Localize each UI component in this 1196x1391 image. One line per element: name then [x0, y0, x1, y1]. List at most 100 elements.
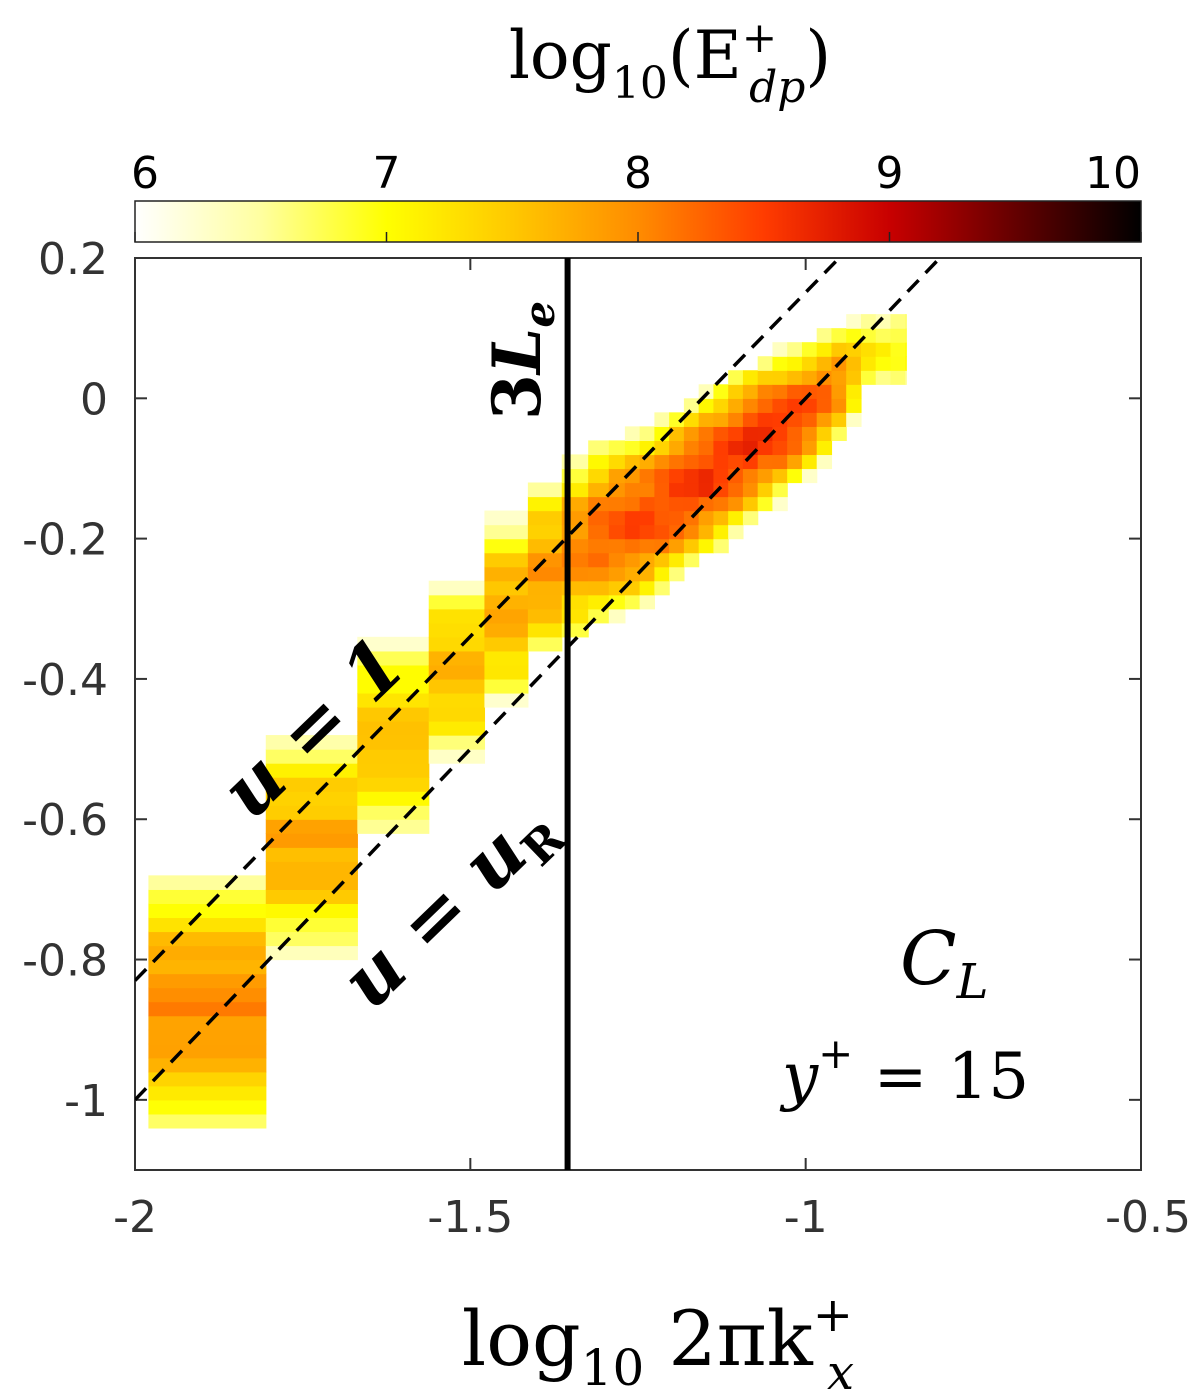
heatmap-cell	[654, 538, 670, 554]
heatmap-cell	[639, 580, 655, 596]
heatmap-cell	[654, 440, 670, 456]
heatmap-cell	[484, 510, 529, 526]
heatmap-cell	[728, 384, 744, 399]
heatmap-cell	[757, 468, 774, 484]
heatmap-cell	[890, 328, 906, 343]
heatmap-cell	[742, 482, 759, 498]
heatmap-cell	[757, 440, 774, 456]
heatmap-cell	[698, 384, 715, 399]
heatmap-cell	[639, 594, 655, 610]
heatmap-cell	[357, 749, 430, 764]
heatmap-cell	[428, 678, 486, 694]
heatmap-cell	[772, 468, 788, 484]
heatmap-cell	[654, 496, 670, 512]
y-tick-label: -0.2	[22, 515, 108, 566]
heatmap-cell	[357, 735, 430, 750]
heatmap-cell	[527, 524, 563, 540]
heatmap-cell	[588, 566, 610, 582]
heatmap-cell	[787, 384, 803, 399]
heatmap-cell	[148, 1099, 267, 1115]
heatmap-cell	[148, 1043, 267, 1059]
heatmap-cell	[624, 482, 641, 498]
overlay-lines	[135, 258, 942, 1170]
heatmap-cell	[801, 426, 818, 441]
dashed-line-1	[135, 258, 942, 1102]
heatmap-cell	[484, 524, 529, 540]
heatmap-cell	[905, 356, 907, 371]
heatmap-cell	[757, 482, 774, 498]
heatmap-cell	[742, 468, 759, 484]
heatmap-cell	[624, 454, 641, 470]
heatmap-cell	[801, 468, 818, 484]
heatmap-cell	[608, 566, 626, 582]
heatmap-cell	[484, 538, 529, 554]
heatmap-cell	[787, 370, 803, 385]
heatmap-cell	[608, 524, 626, 540]
heatmap-cell	[698, 454, 715, 470]
heatmap-cell	[742, 384, 759, 399]
heatmap-cell	[742, 510, 759, 526]
heatmap-cell	[608, 468, 626, 484]
heatmap-cell	[588, 524, 610, 540]
heatmap-cell	[265, 875, 358, 890]
heatmap-cell	[527, 566, 563, 582]
heatmap-cell	[265, 735, 358, 750]
heatmap-cell	[772, 482, 788, 498]
heatmap-cell	[683, 426, 700, 441]
heatmap-cell	[527, 636, 563, 652]
heatmap-cell	[428, 735, 486, 750]
heatmap-cell	[484, 692, 529, 708]
heatmap-cell	[787, 468, 803, 484]
heatmap-cell	[757, 356, 774, 371]
heatmap-cell	[846, 370, 862, 385]
heatmap-cell	[148, 987, 267, 1003]
heatmap-cell	[801, 398, 818, 413]
heatmap-cell	[846, 356, 862, 371]
heatmap-cell	[846, 412, 862, 427]
heatmap-cell	[860, 356, 877, 371]
heatmap-cell	[608, 510, 626, 526]
heatmap-cell	[816, 454, 833, 470]
heatmap-cell	[428, 594, 486, 610]
heatmap-cell	[816, 398, 833, 413]
heatmap-cell	[608, 538, 626, 554]
heatmap-cell	[713, 524, 729, 540]
heatmap-cell	[846, 314, 862, 329]
heatmap-cell	[757, 398, 774, 413]
heatmap-cell	[588, 468, 610, 484]
heatmap-cell	[683, 440, 700, 456]
heatmap-cell	[588, 552, 610, 568]
heatmap-cell	[757, 384, 774, 399]
heatmap-cell	[831, 384, 847, 399]
heatmap-cell	[624, 552, 641, 568]
y-tick-label: -0.8	[22, 936, 108, 987]
heatmap-cell	[772, 426, 788, 441]
heatmap-cell	[148, 1071, 267, 1087]
heatmap-cell	[713, 426, 729, 441]
case-label: CL	[900, 916, 989, 1010]
heatmap-cell	[654, 552, 670, 568]
heatmap-cell	[757, 454, 774, 470]
heatmap-cell	[654, 468, 670, 484]
y-tick-label: -1	[64, 1076, 108, 1127]
heatmap-cell	[148, 1029, 267, 1045]
heatmap-cell	[484, 594, 529, 610]
heatmap-cell	[265, 931, 358, 947]
heatmap-cell	[527, 496, 563, 512]
heatmap-cell	[772, 496, 788, 512]
heatmap-cell	[588, 594, 610, 610]
heatmap-cell	[713, 496, 729, 512]
heatmap-cell	[669, 454, 685, 470]
heatmap-cell	[875, 370, 892, 385]
heatmap-cell	[357, 763, 430, 778]
heatmap-cell	[683, 496, 700, 512]
heatmap-cell	[654, 580, 670, 596]
heatmap-cell	[639, 538, 655, 554]
heatmap-cell	[728, 510, 744, 526]
heatmap-cell	[816, 440, 833, 456]
heatmap-cell	[624, 496, 641, 512]
heatmap-cells	[148, 314, 907, 1129]
heatmap-cell	[683, 482, 700, 498]
heatmap-cell	[527, 482, 563, 498]
heatmap-cell	[265, 889, 358, 905]
